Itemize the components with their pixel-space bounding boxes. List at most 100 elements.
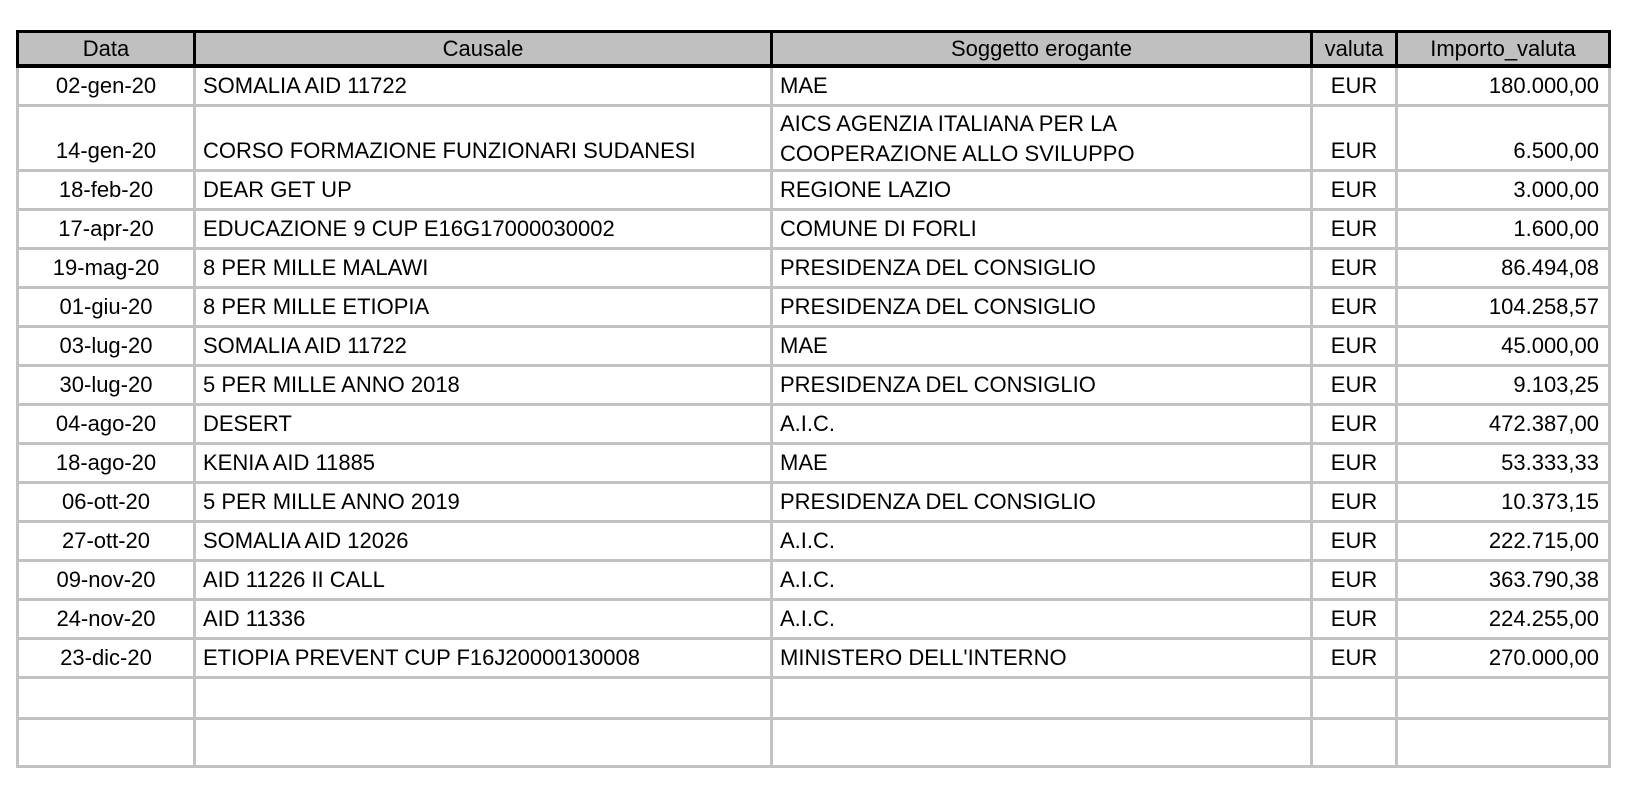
cell-causale: 8 PER MILLE ETIOPIA (193, 286, 773, 328)
cell-text: EUR (1330, 372, 1378, 397)
cell-text: 224.255,00 (1488, 606, 1599, 631)
cell-causale: EDUCAZIONE 9 CUP E16G17000030002 (193, 208, 773, 250)
table-row: 19-mag-20 8 PER MILLE MALAWI PRESIDENZA DE… (16, 247, 1611, 289)
cell-data: 03-lug-20 (16, 325, 196, 367)
cell-text: EUR (1330, 73, 1378, 98)
table-row: 24-nov-20 AID 11336 A.I.C. EUR 224.255,00 (16, 598, 1611, 640)
cell-soggetto: A.I.C. (770, 559, 1313, 601)
cell-importo: 104.258,57 (1395, 286, 1611, 328)
cell-text: 17-apr-20 (58, 216, 154, 241)
cell-valuta: EUR (1310, 169, 1398, 211)
table-row: 17-apr-20 EDUCAZIONE 9 CUP E16G1700003000… (16, 208, 1611, 250)
cell-data (16, 676, 196, 720)
cell-causale: AID 11336 (193, 598, 773, 640)
cell-data: 30-lug-20 (16, 364, 196, 406)
cell-text: A.I.C. (780, 606, 836, 631)
cell-text: 3.000,00 (1513, 177, 1599, 202)
column-header-causale: Causale (193, 30, 773, 68)
table-row: 04-ago-20 DESERT A.I.C. EUR 472.387,00 (16, 403, 1611, 445)
cell-data: 17-apr-20 (16, 208, 196, 250)
table-row: 23-dic-20 ETIOPIA PREVENT CUP F16J2000013… (16, 637, 1611, 679)
cell-text: A.I.C. (780, 567, 836, 592)
cell-soggetto (770, 676, 1313, 720)
cell-importo: 53.333,33 (1395, 442, 1611, 484)
table-row (16, 717, 1611, 768)
cell-text: 270.000,00 (1488, 645, 1599, 670)
cell-text: 01-giu-20 (59, 294, 153, 319)
cell-text: KENIA AID 11885 (203, 450, 376, 475)
cell-soggetto: MAE (770, 442, 1313, 484)
cell-valuta: EUR (1310, 247, 1398, 289)
table-row: 01-giu-20 8 PER MILLE ETIOPIA PRESIDENZA D… (16, 286, 1611, 328)
cell-text: MAE (780, 450, 828, 475)
cell-text: 03-lug-20 (59, 333, 153, 358)
table-row: 09-nov-20 AID 11226 II CALL A.I.C. EUR 363.7… (16, 559, 1611, 601)
cell-text: 23-dic-20 (60, 645, 152, 670)
cell-text: 6.500,00 (1513, 138, 1599, 163)
cell-importo: 270.000,00 (1395, 637, 1611, 679)
cell-text: AID 11226 II CALL (203, 567, 385, 592)
table-row: 06-ott-20 5 PER MILLE ANNO 2019 PRESIDENZA… (16, 481, 1611, 523)
cell-soggetto: A.I.C. (770, 403, 1313, 445)
cell-text: 53.333,33 (1501, 450, 1599, 475)
table-body: 02-gen-20 SOMALIA AID 11722 MAE EUR 180.000,… (16, 64, 1611, 768)
cell-text: 8 PER MILLE ETIOPIA (203, 294, 430, 319)
cell-text: ETIOPIA PREVENT CUP F16J20000130008 (203, 645, 640, 670)
cell-text: MAE (780, 333, 828, 358)
cell-text: COMUNE DI FORLI (780, 216, 977, 241)
cell-text: 24-nov-20 (56, 606, 156, 631)
cell-text: 10.373,15 (1501, 489, 1599, 514)
cell-data: 06-ott-20 (16, 481, 196, 523)
cell-soggetto: PRESIDENZA DEL CONSIGLIO (770, 364, 1313, 406)
cell-text: 02-gen-20 (55, 73, 157, 98)
cell-text: EUR (1330, 645, 1378, 670)
cell-data: 23-dic-20 (16, 637, 196, 679)
table-row: 18-ago-20 KENIA AID 11885 MAE EUR 53.333,33 (16, 442, 1611, 484)
cell-text: 1.600,00 (1513, 216, 1599, 241)
cell-text: A.I.C. (780, 411, 836, 436)
cell-text: 09-nov-20 (56, 567, 156, 592)
cell-importo: 363.790,38 (1395, 559, 1611, 601)
cell-text: EUR (1330, 294, 1378, 319)
cell-data (16, 717, 196, 768)
cell-causale: SOMALIA AID 11722 (193, 64, 773, 107)
cell-importo: 10.373,15 (1395, 481, 1611, 523)
cell-importo: 224.255,00 (1395, 598, 1611, 640)
cell-valuta: EUR (1310, 64, 1398, 107)
cell-valuta: EUR (1310, 104, 1398, 172)
header-row: Data Causale Soggetto erogante valuta Im… (16, 30, 1611, 68)
cell-text: 222.715,00 (1488, 528, 1599, 553)
cell-causale: SOMALIA AID 12026 (193, 520, 773, 562)
cell-soggetto: MAE (770, 325, 1313, 367)
cell-text: 18-feb-20 (58, 177, 154, 202)
cell-text: EUR (1330, 411, 1378, 436)
cell-importo: 6.500,00 (1395, 104, 1611, 172)
cell-importo: 3.000,00 (1395, 169, 1611, 211)
cell-causale: DEAR GET UP (193, 169, 773, 211)
cell-causale (193, 717, 773, 768)
cell-text: 5 PER MILLE ANNO 2019 (203, 489, 460, 514)
cell-text: 104.258,57 (1488, 294, 1599, 319)
cell-text: 45.000,00 (1501, 333, 1599, 358)
cell-soggetto: PRESIDENZA DEL CONSIGLIO (770, 247, 1313, 289)
cell-importo (1395, 717, 1611, 768)
cell-valuta: EUR (1310, 598, 1398, 640)
cell-causale: 8 PER MILLE MALAWI (193, 247, 773, 289)
cell-soggetto: MINISTERO DELL'INTERNO (770, 637, 1313, 679)
cell-valuta: EUR (1310, 520, 1398, 562)
cell-valuta (1310, 676, 1398, 720)
cell-data: 09-nov-20 (16, 559, 196, 601)
cell-text: MAE (780, 73, 828, 98)
cell-text: EUR (1330, 567, 1378, 592)
cell-importo: 222.715,00 (1395, 520, 1611, 562)
table-row: 30-lug-20 5 PER MILLE ANNO 2018 PRESIDENZA… (16, 364, 1611, 406)
cell-valuta: EUR (1310, 481, 1398, 523)
cell-importo: 180.000,00 (1395, 64, 1611, 107)
cell-text: EUR (1330, 606, 1378, 631)
document-page: Data Causale Soggetto erogante valuta Im… (16, 30, 1611, 768)
cell-valuta: EUR (1310, 208, 1398, 250)
cell-valuta: EUR (1310, 364, 1398, 406)
cell-causale: ETIOPIA PREVENT CUP F16J20000130008 (193, 637, 773, 679)
cell-data: 14-gen-20 (16, 104, 196, 172)
cell-valuta: EUR (1310, 442, 1398, 484)
